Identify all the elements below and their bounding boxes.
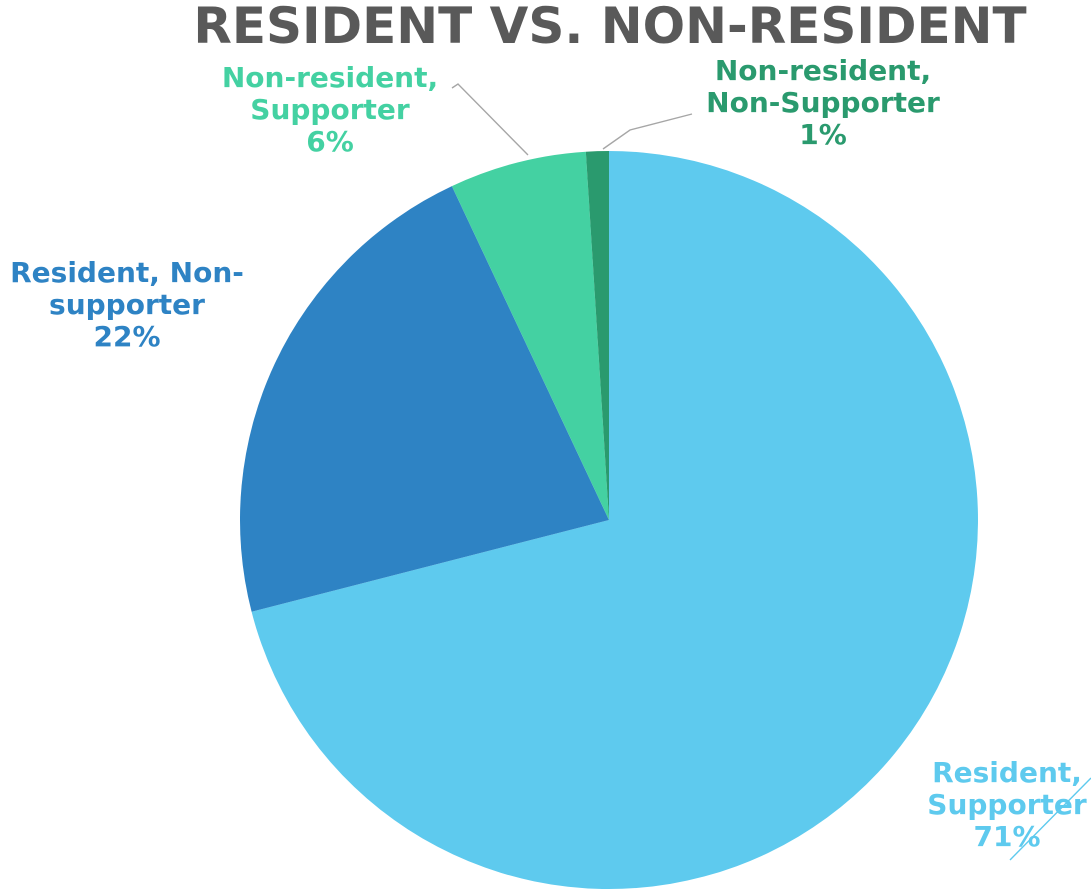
slice-value-text: 6% — [306, 125, 354, 158]
slice-label-line: Supporter — [250, 93, 410, 126]
slice-label-line: Non-Supporter — [706, 86, 940, 119]
slice-value-text: 22% — [93, 320, 160, 353]
slice-label-line: Non-resident, — [222, 61, 438, 94]
pie-slice-resident-non-supporter — [239, 186, 609, 612]
pie-slices — [239, 151, 978, 889]
slice-label-non-resident-supporter: Non-resident, Supporter 6% — [222, 61, 438, 158]
slice-labels: Resident, Supporter 71%Resident, Non-suppo… — [10, 54, 1087, 853]
chart-title: RESIDENT VS. NON-RESIDENT — [193, 0, 1026, 55]
slice-label-line: supporter — [49, 288, 205, 321]
leader-lines — [451, 83, 1091, 861]
pie-slice-non-resident-supporter — [451, 151, 609, 521]
slice-label-line: Supporter — [927, 788, 1087, 821]
pie-slice-non-resident-non-supporter — [585, 151, 609, 520]
slice-label-resident-non-supporter: Resident, Non-supporter 22% — [10, 256, 244, 353]
slice-value-text: 71% — [973, 820, 1040, 853]
leader-line-non-resident-supporter — [451, 83, 529, 156]
slice-label-line: Non-resident, — [715, 54, 931, 87]
pie-slice-resident-supporter — [251, 151, 978, 889]
leader-line-non-resident-non-supporter — [602, 113, 693, 150]
slice-label-resident-supporter: Resident, Supporter 71% — [927, 756, 1087, 853]
slice-label-line: Resident, — [932, 756, 1082, 789]
leader-line-resident-supporter — [1009, 777, 1091, 861]
slice-label-non-resident-non-supporter: Non-resident, Non-Supporter 1% — [706, 54, 940, 151]
slice-label-line: Resident, Non- — [10, 256, 244, 289]
slice-value-text: 1% — [799, 118, 847, 151]
